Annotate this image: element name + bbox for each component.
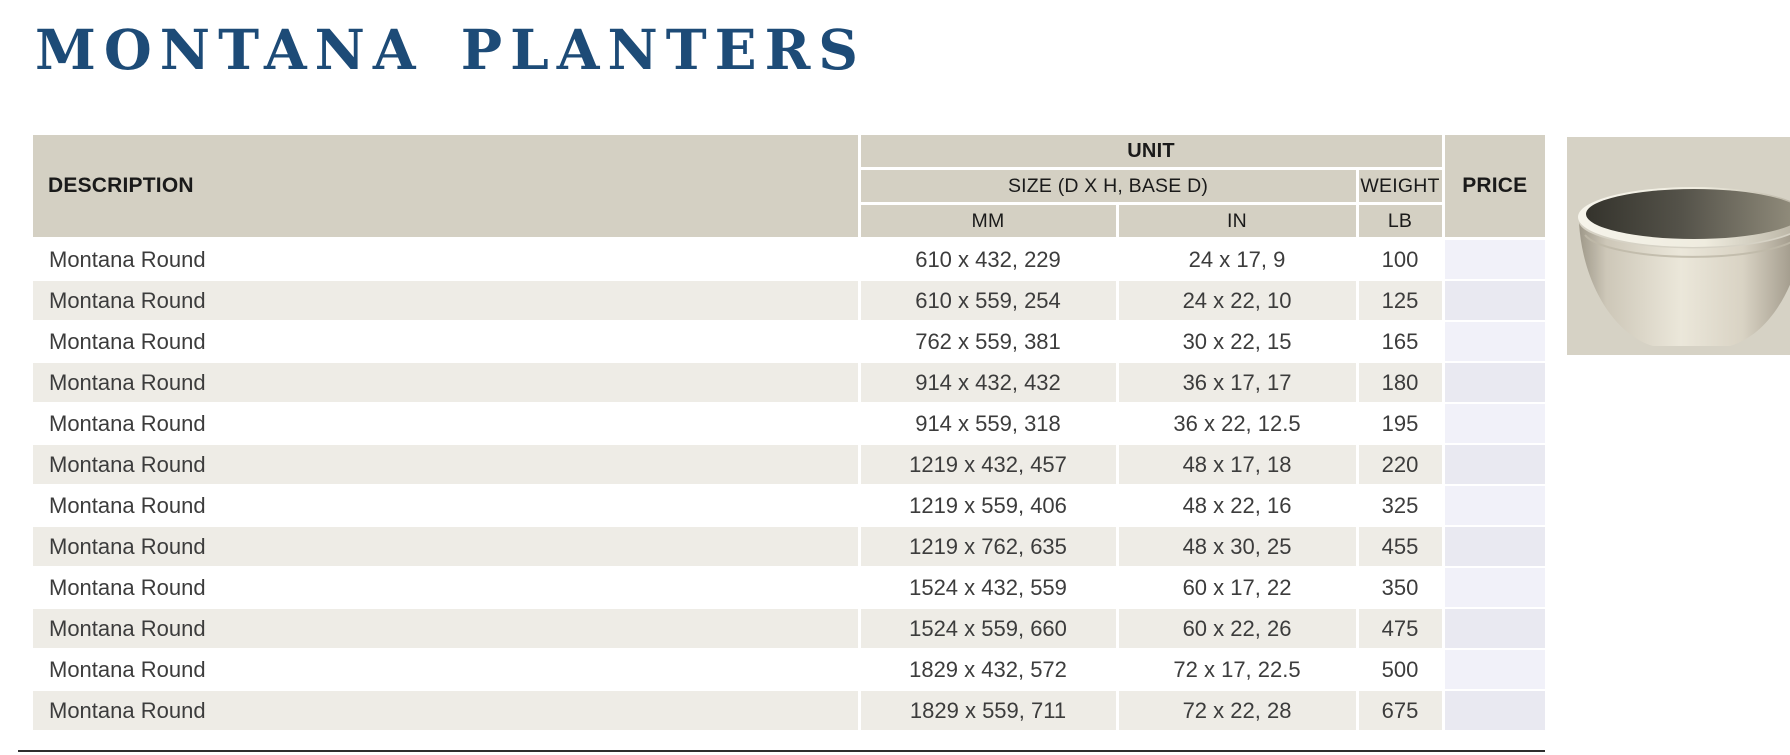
cell-size-mm: 1524 x 432, 559 [859,567,1119,609]
table-row: Montana Round 1524 x 432, 559 60 x 17, 22 3… [33,567,1546,609]
table-row: Montana Round 762 x 559, 381 30 x 22, 15 16… [33,321,1546,363]
cell-description: Montana Round [33,567,861,609]
cell-description: Montana Round [33,362,861,404]
col-header-description: DESCRIPTION [33,135,861,240]
cell-size-in: 36 x 22, 12.5 [1117,403,1359,445]
cell-size-mm: 1219 x 762, 635 [859,526,1119,568]
product-photo [1567,137,1790,355]
cell-size-in: 48 x 30, 25 [1117,526,1359,568]
col-header-unit: UNIT [859,135,1445,170]
cell-size-in: 24 x 17, 9 [1117,238,1359,281]
table-row: Montana Round 610 x 559, 254 24 x 22, 10 12… [33,280,1546,322]
cell-weight-lb: 100 [1357,238,1445,281]
table-header: DESCRIPTION UNIT PRICE SIZE (D X H, BASE… [33,135,1546,240]
cell-size-in: 24 x 22, 10 [1117,280,1359,322]
table-row: Montana Round 914 x 559, 318 36 x 22, 12.5… [33,403,1546,445]
table-row: Montana Round 1829 x 559, 711 72 x 22, 28 6… [33,690,1546,732]
cell-size-mm: 914 x 432, 432 [859,362,1119,404]
cell-description: Montana Round [33,321,861,363]
table-row: Montana Round 1219 x 432, 457 48 x 17, 18 2… [33,444,1546,486]
cell-description: Montana Round [33,608,861,650]
table-row: Montana Round 1829 x 432, 572 72 x 17, 22.… [33,649,1546,691]
cell-description: Montana Round [33,280,861,322]
table-body: Montana Round 610 x 432, 229 24 x 17, 9 100… [33,238,1546,732]
bottom-rule [18,750,1545,752]
cell-price [1443,280,1546,322]
cell-size-mm: 1524 x 559, 660 [859,608,1119,650]
cell-description: Montana Round [33,403,861,445]
cell-description: Montana Round [33,649,861,691]
table-row: Montana Round 1219 x 559, 406 48 x 22, 16 3… [33,485,1546,527]
cell-price [1443,321,1546,363]
page-title: MONTANA PLANTERS [35,17,867,82]
cell-description: Montana Round [33,485,861,527]
cell-size-mm: 1219 x 559, 406 [859,485,1119,527]
planters-spec-table: DESCRIPTION UNIT PRICE SIZE (D X H, BASE… [33,135,1546,732]
cell-size-in: 48 x 17, 18 [1117,444,1359,486]
cell-size-in: 48 x 22, 16 [1117,485,1359,527]
cell-size-in: 72 x 17, 22.5 [1117,649,1359,691]
cell-size-in: 36 x 17, 17 [1117,362,1359,404]
cell-price [1443,567,1546,609]
cell-size-mm: 1219 x 432, 457 [859,444,1119,486]
cell-description: Montana Round [33,238,861,281]
col-header-weight: WEIGHT [1357,168,1445,205]
cell-price [1443,238,1546,281]
col-header-lb: LB [1357,203,1445,240]
col-header-mm: MM [859,203,1119,240]
cell-price [1443,690,1546,732]
cell-price [1443,485,1546,527]
cell-size-mm: 1829 x 432, 572 [859,649,1119,691]
cell-weight-lb: 220 [1357,444,1445,486]
cell-size-in: 60 x 22, 26 [1117,608,1359,650]
cell-price [1443,608,1546,650]
cell-weight-lb: 350 [1357,567,1445,609]
cell-weight-lb: 195 [1357,403,1445,445]
cell-size-mm: 610 x 559, 254 [859,280,1119,322]
table-row: Montana Round 1524 x 559, 660 60 x 22, 26 4… [33,608,1546,650]
cell-size-in: 72 x 22, 28 [1117,690,1359,732]
col-header-in: IN [1117,203,1359,240]
cell-price [1443,526,1546,568]
cell-weight-lb: 475 [1357,608,1445,650]
cell-description: Montana Round [33,444,861,486]
planter-image [1578,187,1790,346]
cell-description: Montana Round [33,690,861,732]
col-header-size: SIZE (D X H, BASE D) [859,168,1359,205]
cell-weight-lb: 325 [1357,485,1445,527]
cell-weight-lb: 180 [1357,362,1445,404]
cell-weight-lb: 500 [1357,649,1445,691]
cell-description: Montana Round [33,526,861,568]
cell-size-in: 60 x 17, 22 [1117,567,1359,609]
cell-price [1443,444,1546,486]
cell-size-mm: 1829 x 559, 711 [859,690,1119,732]
cell-size-mm: 610 x 432, 229 [859,238,1119,281]
cell-weight-lb: 125 [1357,280,1445,322]
cell-size-mm: 762 x 559, 381 [859,321,1119,363]
cell-weight-lb: 675 [1357,690,1445,732]
cell-size-mm: 914 x 559, 318 [859,403,1119,445]
cell-price [1443,362,1546,404]
col-header-price: PRICE [1443,135,1546,240]
cell-price [1443,403,1546,445]
cell-price [1443,649,1546,691]
cell-weight-lb: 165 [1357,321,1445,363]
cell-weight-lb: 455 [1357,526,1445,568]
table-row: Montana Round 1219 x 762, 635 48 x 30, 25 4… [33,526,1546,568]
cell-size-in: 30 x 22, 15 [1117,321,1359,363]
table-row: Montana Round 914 x 432, 432 36 x 17, 17 18… [33,362,1546,404]
table-row: Montana Round 610 x 432, 229 24 x 17, 9 100 [33,238,1546,281]
